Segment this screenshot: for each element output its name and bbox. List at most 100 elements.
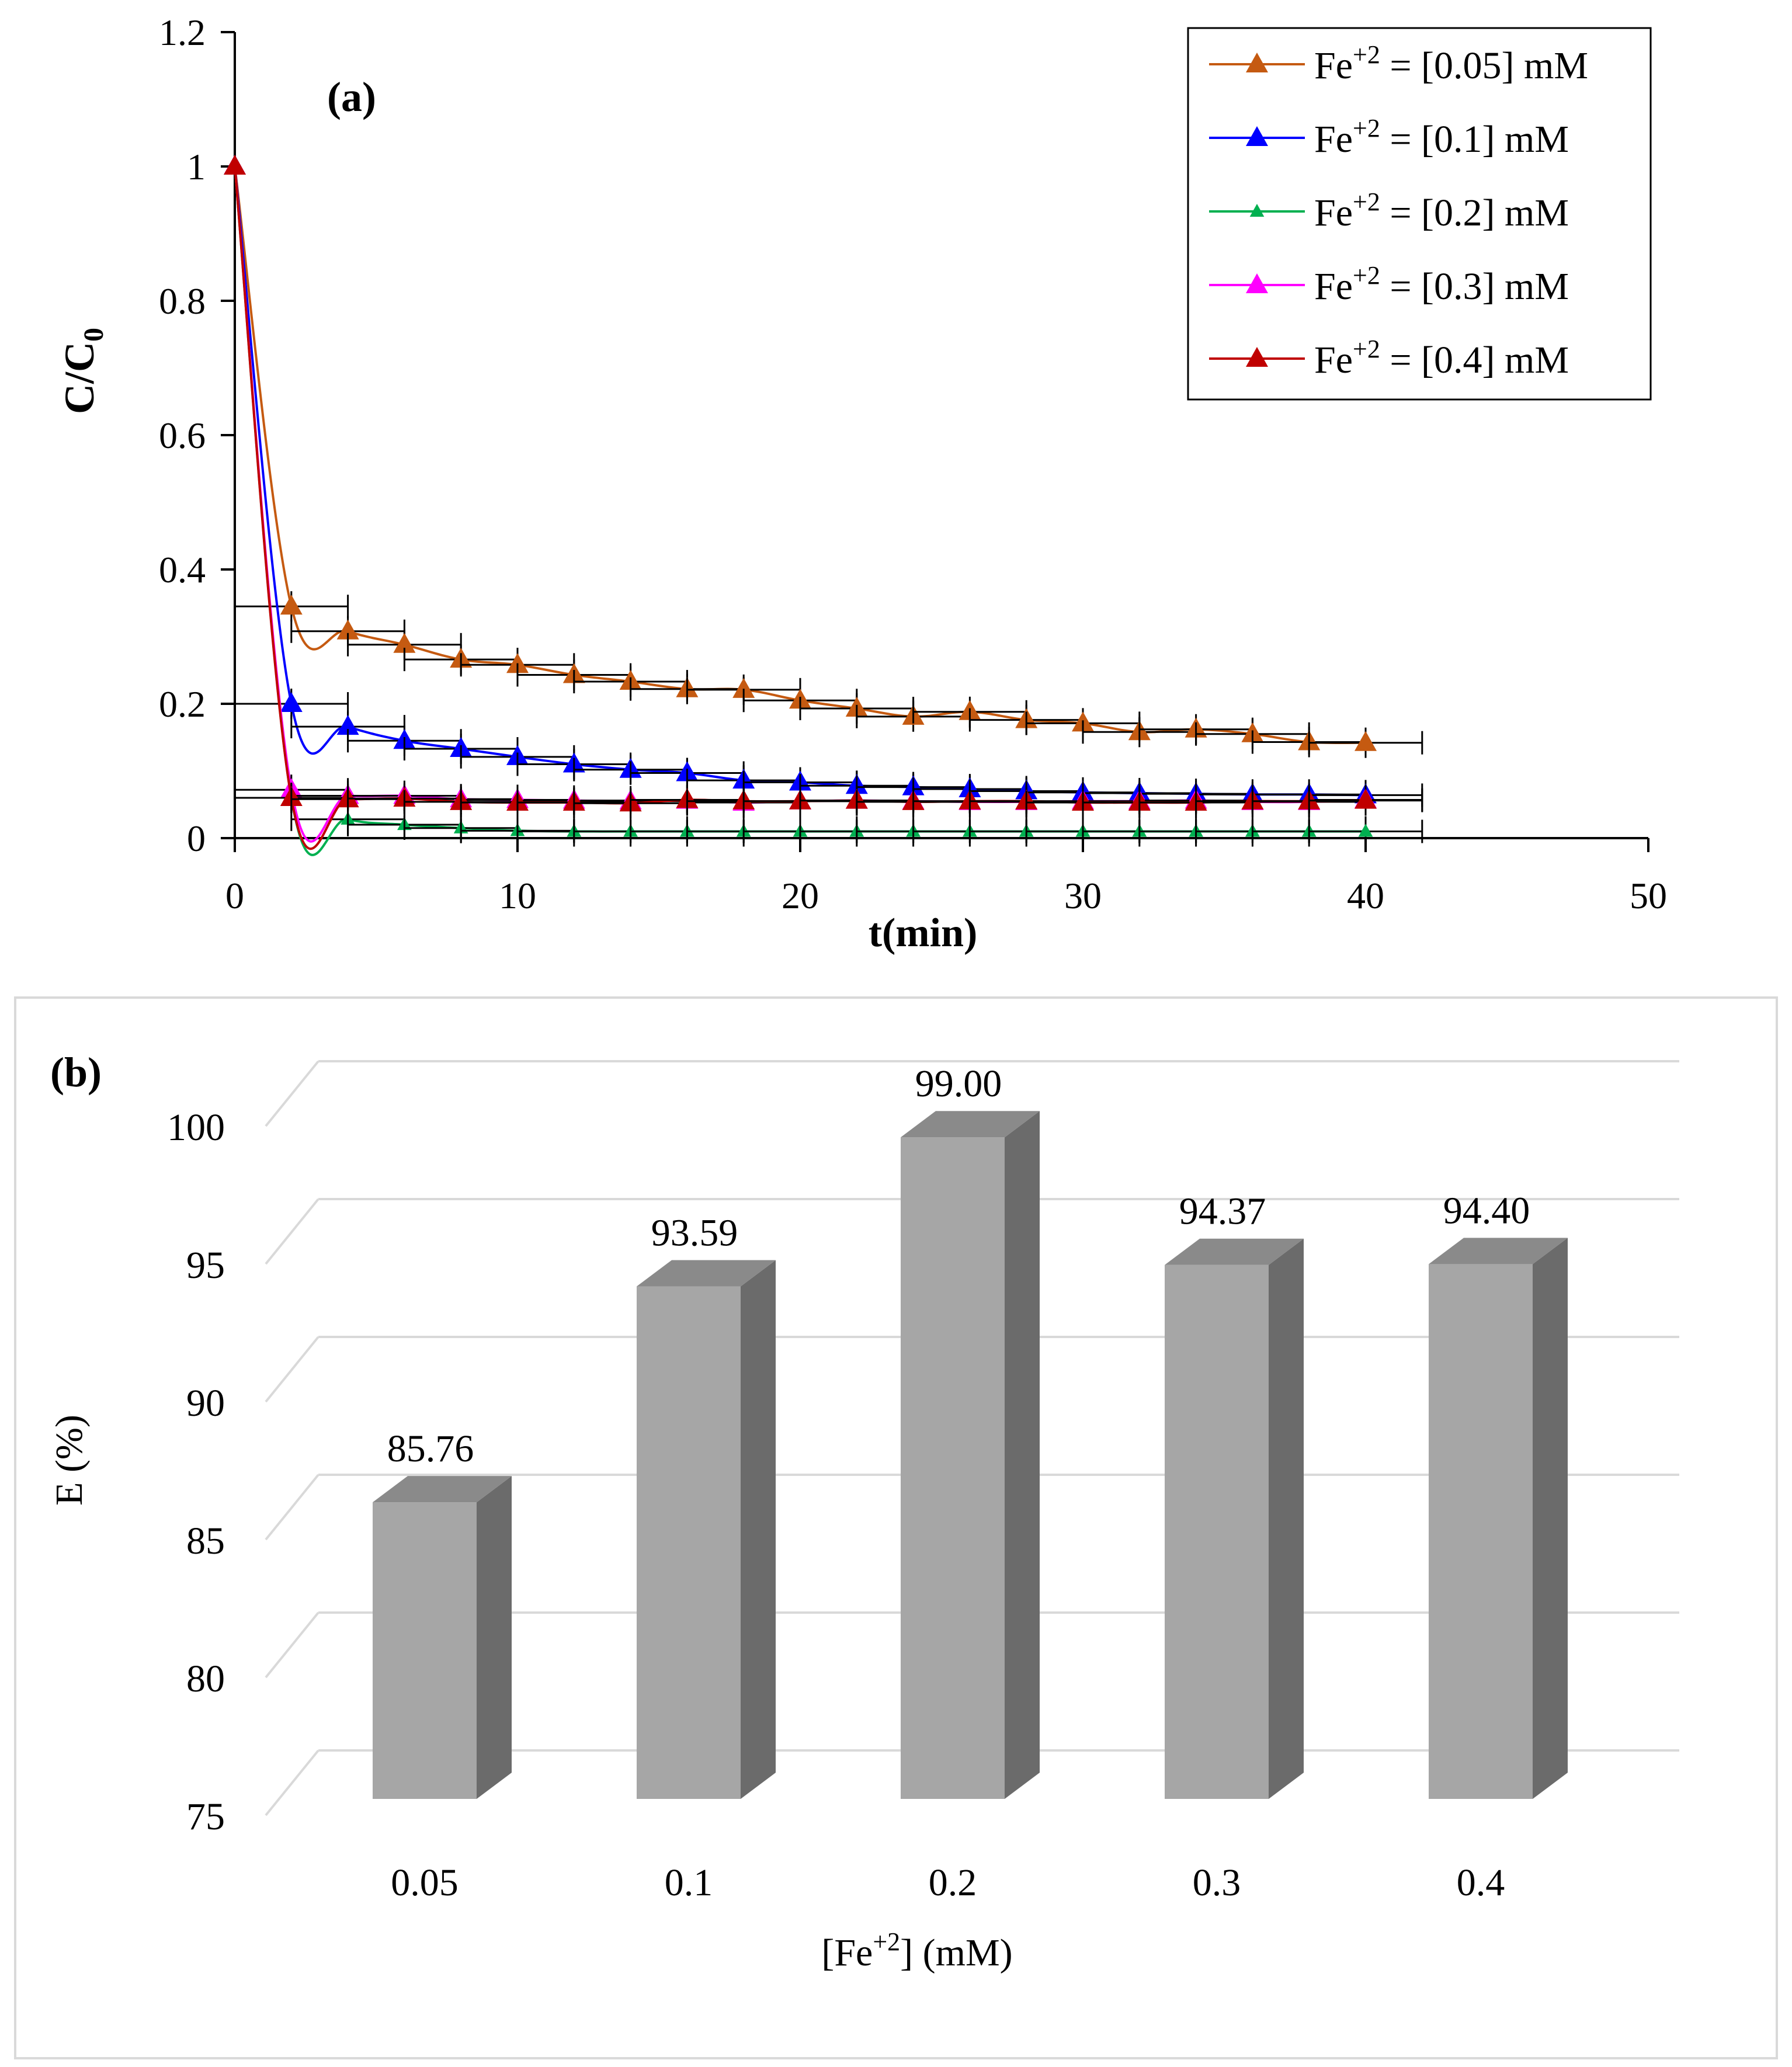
y-tick-label: 85 (186, 1520, 225, 1562)
gridline-depth (265, 1749, 319, 1816)
legend-entry-text-part: Fe (1314, 265, 1353, 308)
y-tick-label: 1.2 (159, 12, 206, 53)
bar-side-face (1005, 1111, 1040, 1799)
series-group (227, 159, 1423, 856)
legend-entry-text-part: = [0.05] mM (1380, 44, 1588, 87)
bar-front-face (1429, 1264, 1533, 1799)
panel-a-label: (a) (327, 74, 376, 120)
bar: 94.40 0.4 (1429, 1189, 1568, 1904)
legend-entry-text-part: = [0.3] mM (1380, 265, 1569, 308)
x-tick-label: 40 (1347, 875, 1384, 916)
bar-side-face (741, 1260, 776, 1799)
bar-chart-y-axis-label: E (%) (48, 1415, 91, 1506)
legend-entry-text-part: +2 (1353, 187, 1380, 216)
gridline-depth (265, 1611, 319, 1679)
y-tick-label: 0.4 (159, 549, 206, 590)
line-chart-y-axis-label: C/C0 (56, 328, 109, 414)
series-group (224, 155, 1423, 850)
bar-data-label: 85.76 (387, 1427, 474, 1470)
bar-top-face (901, 1111, 1040, 1138)
bar-chart-bars: 85.76 0.05 93.59 0.1 99.00 0.2 94.37 0.3 94.40 0.… (373, 1062, 1568, 1904)
panel-b-label: (b) (50, 1049, 102, 1096)
bar-front-face (1165, 1264, 1269, 1799)
legend-entry-text-part: +2 (1353, 114, 1380, 143)
legend-box (1187, 27, 1652, 401)
legend-entry-text-part: = [0.1] mM (1380, 118, 1569, 161)
y-tick-label: 0.6 (159, 415, 206, 456)
x-axis-label-rest: ] (mM) (900, 1931, 1012, 1974)
bar-front-face (637, 1286, 741, 1799)
legend-entry-label: Fe+2 = [0.4] mM (1314, 335, 1569, 381)
bar-data-label: 99.00 (915, 1062, 1002, 1105)
gridline-depth (265, 1336, 319, 1403)
data-point-marker (732, 678, 755, 698)
bar: 94.37 0.3 (1165, 1190, 1304, 1904)
x-tick-label: 10 (499, 875, 536, 916)
y-tick-label: 90 (186, 1382, 225, 1425)
gridline-depth (265, 1060, 319, 1127)
y-tick-label: 0.8 (159, 280, 206, 322)
bar-front-face (373, 1502, 477, 1799)
bar: 99.00 0.2 (901, 1062, 1040, 1904)
legend-entry-text-part: Fe (1314, 44, 1353, 87)
bar-data-label: 94.40 (1443, 1189, 1530, 1232)
legend-entry-text-part: +2 (1353, 40, 1380, 69)
data-point-marker (506, 653, 529, 673)
bar-front-face (901, 1137, 1005, 1799)
x-category-label: 0.4 (1457, 1861, 1505, 1904)
data-point-marker (393, 633, 416, 653)
bar-data-label: 94.37 (1179, 1190, 1266, 1233)
gridline-depth (265, 1474, 319, 1541)
series-group (224, 155, 1423, 758)
x-axis-label-superscript: +2 (873, 1927, 900, 1956)
x-category-label: 0.1 (665, 1861, 713, 1904)
x-category-label: 0.3 (1193, 1861, 1241, 1904)
legend-marker (1246, 273, 1268, 293)
legend-entry-label: Fe+2 = [0.05] mM (1314, 40, 1588, 87)
legend-entry-text-part: +2 (1353, 261, 1380, 290)
bar: 85.76 0.05 (373, 1427, 512, 1904)
bar-top-face (1429, 1238, 1568, 1264)
x-category-label: 0.05 (391, 1861, 459, 1904)
bar-side-face (477, 1476, 512, 1799)
y-tick-label: 95 (186, 1244, 225, 1287)
legend-entry-text-part: = [0.4] mM (1380, 339, 1569, 381)
legend-entry-text-part: +2 (1353, 335, 1380, 363)
x-category-label: 0.2 (929, 1861, 977, 1904)
x-tick-label: 50 (1630, 875, 1667, 916)
legend-entry-label: Fe+2 = [0.3] mM (1314, 261, 1569, 308)
line-chart-series-group (224, 155, 1423, 856)
y-tick-label: 1 (187, 146, 206, 187)
legend-marker (1249, 204, 1265, 217)
line-chart-panel: 00.20.40.60.811.20 10 20 30 40 50 (a) t(min) … (56, 12, 1667, 956)
line-chart-x-axis-label: t(min) (869, 911, 978, 956)
data-point-marker (280, 692, 303, 712)
data-point-marker (1358, 824, 1373, 837)
data-point-marker (1355, 731, 1377, 751)
bar-top-face (1165, 1238, 1304, 1265)
data-point-marker (280, 595, 303, 615)
data-point-marker (336, 619, 359, 640)
legend-entry-label: Fe+2 = [0.2] mM (1314, 187, 1569, 234)
x-axis-label-main: [Fe (821, 1931, 873, 1974)
y-tick-label: 75 (186, 1795, 225, 1838)
x-tick-label: 0 (225, 875, 244, 916)
bar-chart-x-axis-label: [Fe+2] (mM) (821, 1927, 1012, 1974)
bar-side-face (1533, 1238, 1568, 1799)
data-point-marker (224, 155, 246, 175)
legend-marker (1246, 53, 1268, 72)
legend-entry-text-part: Fe (1314, 339, 1353, 381)
data-point-marker (1355, 788, 1377, 809)
legend-entry-text-part: = [0.2] mM (1380, 192, 1569, 234)
legend-entry-text-part: Fe (1314, 192, 1353, 234)
legend-entry-label: Fe+2 = [0.1] mM (1314, 114, 1569, 161)
x-tick-label: 30 (1064, 875, 1102, 916)
bar: 93.59 0.1 (637, 1212, 776, 1904)
y-axis-label-main: C/C (56, 342, 103, 414)
legend-marker (1246, 347, 1268, 367)
data-point-marker (336, 715, 359, 735)
y-tick-label: 100 (167, 1106, 225, 1149)
